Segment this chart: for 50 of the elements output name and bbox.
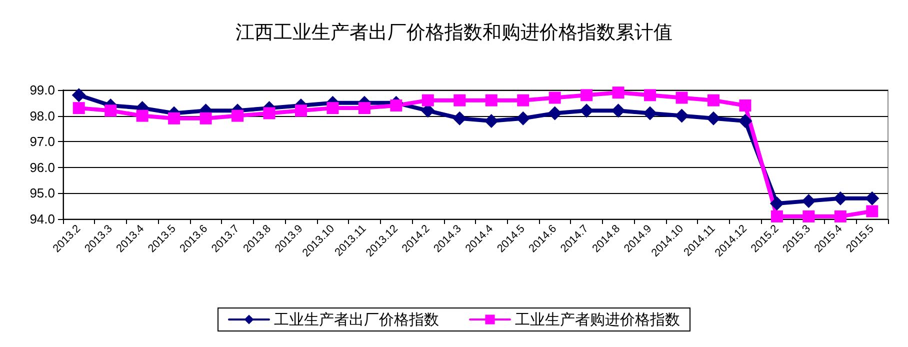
point — [643, 106, 658, 120]
point — [232, 110, 244, 122]
point — [104, 104, 117, 117]
point — [739, 99, 752, 112]
point — [72, 88, 86, 102]
y-tick-label: 96.0 — [30, 160, 55, 175]
y-tick-label: 99.0 — [30, 82, 55, 98]
point — [833, 191, 848, 206]
point — [422, 94, 434, 106]
point — [326, 102, 339, 114]
point — [548, 106, 562, 120]
point — [168, 112, 180, 124]
point — [802, 210, 815, 222]
point — [454, 94, 466, 106]
point — [452, 111, 467, 126]
point — [676, 92, 688, 104]
point — [548, 92, 561, 104]
point — [611, 104, 626, 118]
point — [263, 107, 276, 120]
point — [706, 111, 720, 126]
point — [865, 191, 880, 206]
point — [707, 94, 720, 106]
point — [484, 114, 498, 128]
point — [644, 89, 656, 102]
legend-label: 工业生产者出厂价格指数 — [274, 310, 439, 328]
point — [770, 210, 783, 222]
point — [738, 114, 752, 128]
point — [674, 108, 689, 123]
point — [294, 104, 307, 117]
point — [612, 86, 624, 99]
point — [358, 102, 370, 114]
point — [802, 194, 816, 208]
point — [580, 104, 594, 118]
y-tick-label: 95.0 — [30, 186, 55, 201]
point — [485, 94, 498, 106]
point — [580, 89, 593, 102]
y-tick-label: 94.0 — [30, 212, 55, 226]
point — [390, 99, 402, 112]
point — [866, 205, 878, 218]
y-tick-label: 97.0 — [30, 134, 55, 150]
legend-label: 工业生产者购进价格指数 — [515, 310, 680, 328]
chart-title: 江西工业生产者出厂价格指数和购进价格指数累计值 — [236, 22, 672, 44]
point — [770, 196, 784, 211]
y-tick-label: 98.0 — [30, 108, 55, 124]
point — [200, 112, 212, 124]
point — [517, 94, 530, 106]
point — [136, 110, 148, 122]
point — [72, 102, 85, 114]
point — [834, 210, 846, 222]
point — [516, 111, 530, 126]
